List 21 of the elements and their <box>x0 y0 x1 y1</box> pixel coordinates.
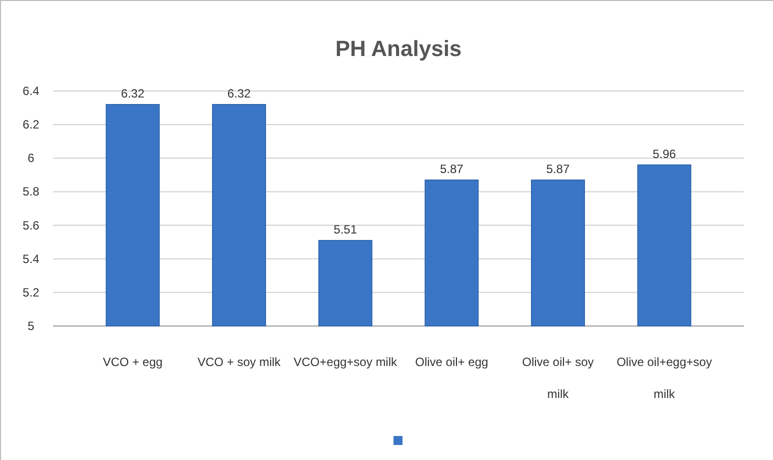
x-tick-label: VCO + egg <box>102 355 163 369</box>
data-label: 5.96 <box>652 146 676 161</box>
data-label: 5.87 <box>546 162 570 176</box>
y-tick-label: 5.4 <box>22 252 40 266</box>
y-tick-label: 5.2 <box>22 285 40 300</box>
x-tick-label: VCO+egg+soy milk <box>294 355 398 369</box>
y-tick-label: 5.6 <box>22 218 40 232</box>
data-label: 6.32 <box>227 86 252 100</box>
chart-title: PH Analysis <box>335 36 462 61</box>
data-label: 5.87 <box>440 162 464 176</box>
y-tick-label: 6.4 <box>22 84 40 98</box>
y-tick-label: 5.8 <box>22 184 40 199</box>
x-tick-label: VCO + soy milk <box>198 355 282 369</box>
data-label: 6.32 <box>121 86 145 100</box>
y-tick-label: 6 <box>28 151 35 166</box>
category-label: Olive oil+ soy milk <box>522 355 594 401</box>
data-label: 5.51 <box>334 222 358 236</box>
x-tick-label: Olive oil+ egg <box>415 355 488 369</box>
y-tick-label: 5 <box>28 319 35 333</box>
y-tick-label: 6.2 <box>22 118 40 132</box>
category-label: Olive oil+egg+soy milk <box>616 355 712 401</box>
